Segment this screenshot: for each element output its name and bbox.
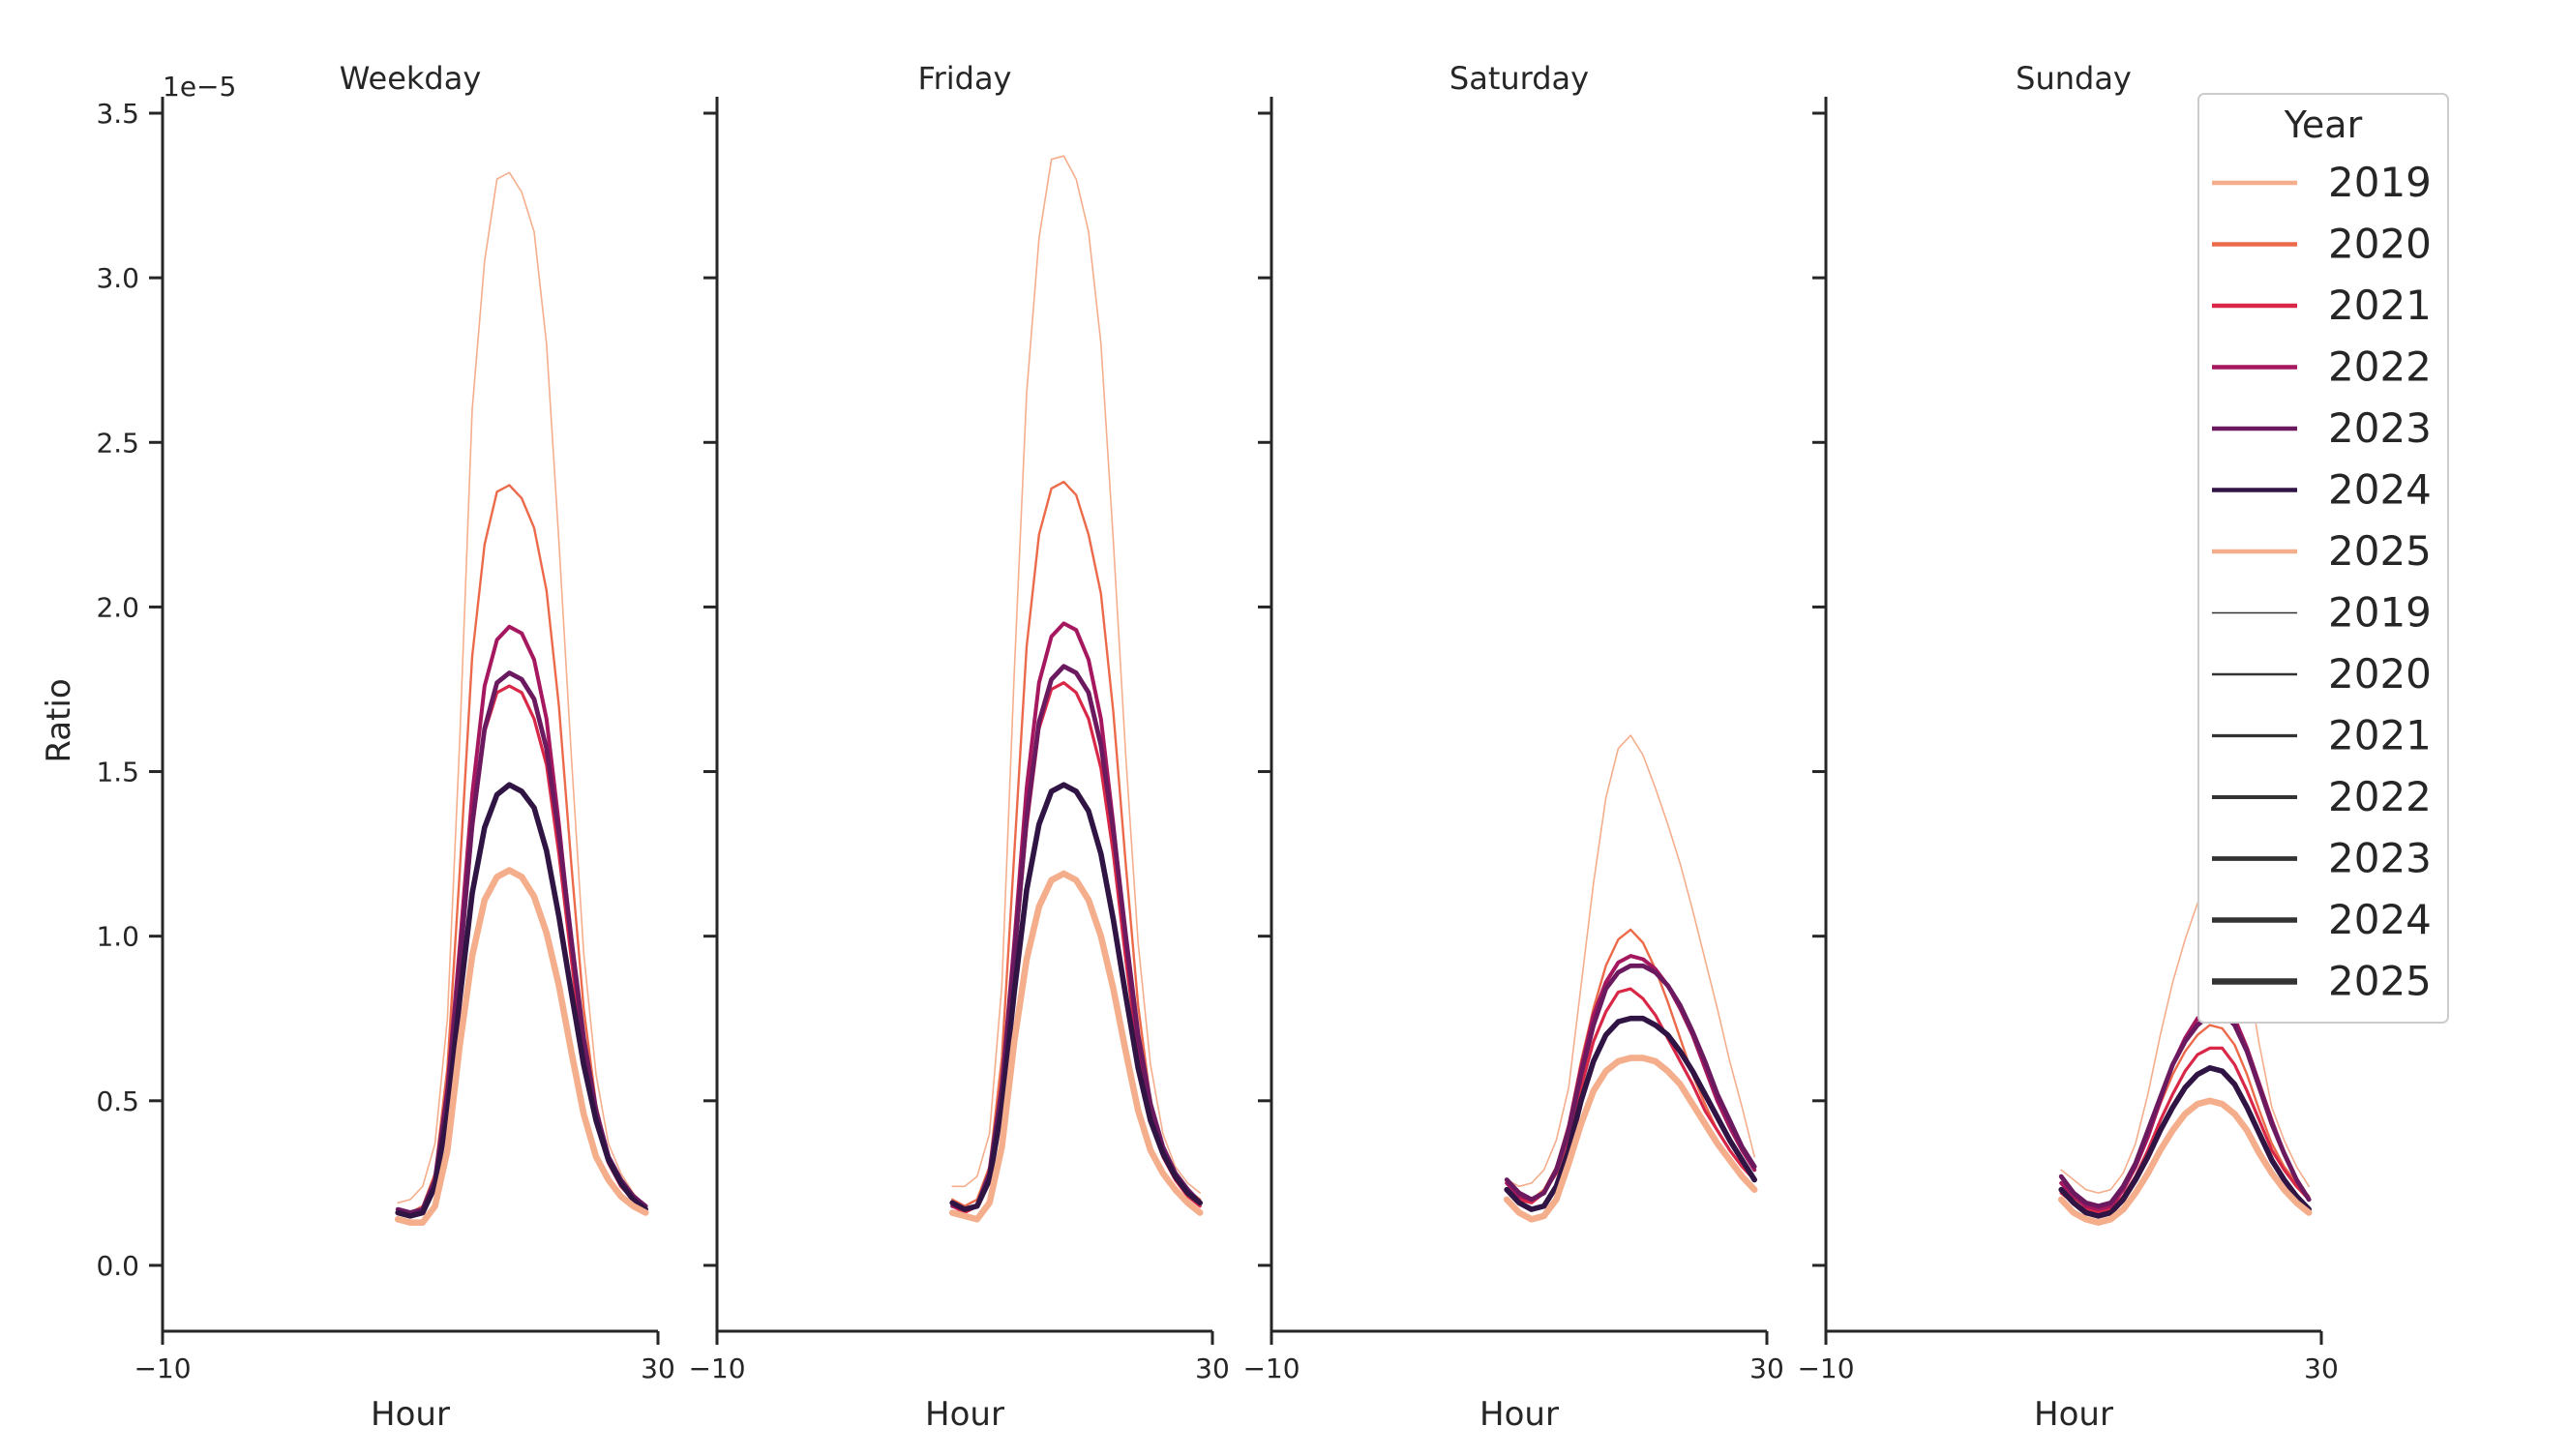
legend-label: 2019 xyxy=(2328,589,2432,637)
y-offset-label: 1e−5 xyxy=(163,71,236,103)
series-line-2019 xyxy=(951,155,1201,1194)
panel-title: Sunday xyxy=(2016,60,2132,97)
panel-title: Weekday xyxy=(340,60,482,97)
x-axis-label: Hour xyxy=(371,1395,450,1434)
legend-label: 2021 xyxy=(2328,712,2432,759)
panel-saturday: Saturday −10 30 Hour xyxy=(1242,60,1783,1434)
y-axis-label: Ratio xyxy=(40,678,78,762)
series-line-2019 xyxy=(2060,882,2310,1194)
series-line-2022 xyxy=(1505,954,1757,1202)
legend-label: 2020 xyxy=(2328,650,2432,698)
legend-label: 2025 xyxy=(2328,527,2432,575)
x-axis-label: Hour xyxy=(1479,1395,1559,1434)
series-line-2023 xyxy=(1504,963,1757,1203)
series-line-2022 xyxy=(396,624,648,1218)
x-tick-label: 30 xyxy=(641,1352,675,1384)
legend-label: 2021 xyxy=(2328,282,2432,329)
series-line-2024 xyxy=(949,782,1203,1212)
legend-label: 2025 xyxy=(2328,958,2432,1005)
legend-frame xyxy=(2197,93,2449,1024)
series-line-2024 xyxy=(1504,1015,1757,1212)
y-tick-label: 3.5 xyxy=(96,98,139,130)
y-tick-label: 0.5 xyxy=(96,1085,139,1117)
y-tick-label: 0.0 xyxy=(96,1250,139,1282)
series-line-2019 xyxy=(1506,734,1755,1188)
panel-sunday: Sunday −10 30 Hour xyxy=(1797,60,2338,1434)
x-tick-label: −10 xyxy=(1242,1352,1300,1384)
x-tick-label: −10 xyxy=(688,1352,745,1384)
series-line-2020 xyxy=(397,484,647,1214)
x-axis-label: Hour xyxy=(925,1395,1004,1434)
series-line-2023 xyxy=(2058,1009,2312,1209)
legend-label: 2023 xyxy=(2328,835,2432,882)
series-line-2020 xyxy=(1505,928,1756,1202)
x-tick-label: 30 xyxy=(1195,1352,1230,1384)
series-line-2024 xyxy=(395,782,649,1219)
series-line-2025 xyxy=(2057,1097,2313,1226)
y-tick-label: 1.5 xyxy=(96,757,139,788)
x-axis-label: Hour xyxy=(2034,1395,2113,1434)
y-tick-label: 2.5 xyxy=(96,427,139,459)
x-tick-label: −10 xyxy=(1797,1352,1854,1384)
panel-title: Saturday xyxy=(1449,60,1589,97)
series-line-2024 xyxy=(2058,1065,2312,1219)
y-tick-label: 1.0 xyxy=(96,921,139,953)
legend-label: 2023 xyxy=(2328,404,2432,452)
series-line-2019 xyxy=(397,171,647,1207)
panel-friday: Friday −10 30 Hour xyxy=(688,60,1229,1434)
x-tick-label: −10 xyxy=(134,1352,191,1384)
y-tick-label: 3.0 xyxy=(96,262,139,294)
x-tick-label: 30 xyxy=(2304,1352,2339,1384)
panel-weekday: Weekday 0.0 0.5 1.0 1.5 2.0 2.5 3.0 3.5 −10 30 Hour xyxy=(96,60,674,1434)
series-line-2025 xyxy=(948,870,1204,1223)
legend-label: 2019 xyxy=(2328,159,2432,206)
legend: Year 2019 2020 2021 2022 2023 2024 2025 2019 2020… xyxy=(2197,93,2449,1024)
legend-label: 2022 xyxy=(2328,773,2432,820)
legend-title: Year xyxy=(2284,104,2363,146)
x-tick-label: 30 xyxy=(1749,1352,1784,1384)
series-line-2025 xyxy=(1503,1055,1758,1223)
series-line-2022 xyxy=(950,621,1203,1212)
series-line-2021 xyxy=(2059,1046,2311,1215)
legend-label: 2024 xyxy=(2328,466,2432,514)
y-tick-label: 2.0 xyxy=(96,591,139,623)
series-line-2020 xyxy=(951,480,1202,1207)
panel-title: Friday xyxy=(918,60,1012,97)
series-line-2023 xyxy=(395,670,648,1215)
legend-label: 2020 xyxy=(2328,221,2432,268)
legend-label: 2024 xyxy=(2328,896,2432,943)
series-line-2025 xyxy=(394,867,649,1226)
legend-label: 2022 xyxy=(2328,343,2432,391)
